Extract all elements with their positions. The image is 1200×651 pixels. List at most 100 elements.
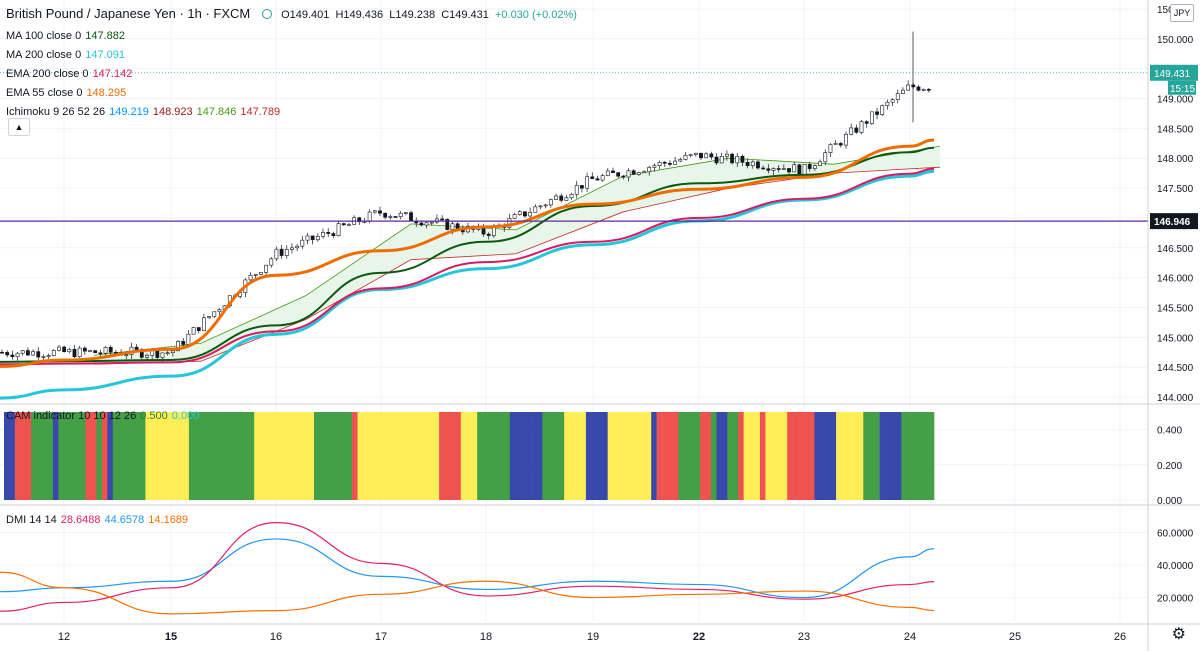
cam-bar <box>47 412 54 500</box>
candle-body <box>72 349 77 358</box>
candle-body <box>217 309 222 313</box>
cam-bar <box>265 412 271 500</box>
cam-bar <box>80 412 86 500</box>
candle-body <box>486 233 491 236</box>
cam-bar <box>156 412 163 500</box>
candle-body <box>165 352 170 355</box>
cam-bar <box>14 412 21 500</box>
cam-bar <box>9 412 16 500</box>
candle-body <box>678 159 683 162</box>
time-axis-label: 15 <box>165 631 177 643</box>
candle-body <box>372 210 377 213</box>
moving-average-lines <box>0 72 1148 400</box>
cam-bar <box>651 412 657 500</box>
candle-body <box>719 155 724 164</box>
candle-body <box>326 232 331 234</box>
cam-bar <box>711 412 717 500</box>
price-axis-label: 148.000 <box>1157 154 1194 165</box>
cam-bar <box>602 412 608 500</box>
candle-body <box>181 341 186 345</box>
candle-body <box>212 311 217 317</box>
legend-row[interactable]: EMA 200 close 0 147.142 <box>6 68 136 80</box>
cam-bar <box>694 412 701 500</box>
cam-bar <box>515 412 521 500</box>
cam-bar <box>390 412 396 500</box>
cam-bar <box>85 412 92 500</box>
candle-body <box>186 333 191 345</box>
candle-body <box>274 248 279 260</box>
cam-bar <box>596 412 603 500</box>
candle-body <box>383 212 388 218</box>
candle-body <box>600 175 605 181</box>
cam-bar <box>314 412 320 500</box>
candle-body <box>921 89 926 91</box>
legend-value: 28.6488 <box>60 514 101 526</box>
cam-bar <box>895 412 902 500</box>
legend-label: MA 200 close 0 <box>6 49 82 61</box>
cam-bar <box>526 412 532 500</box>
candle-body <box>253 273 258 276</box>
candle-body <box>409 212 413 222</box>
candle-body <box>98 352 103 355</box>
legend-row[interactable]: MA 100 close 0 147.882 <box>6 30 129 42</box>
cam-bar <box>547 412 554 500</box>
price-axis-label: 147.500 <box>1157 184 1194 195</box>
candle-body <box>124 354 129 357</box>
symbol-title[interactable]: British Pound / Japanese Yen · 1h · FXCM <box>6 6 251 21</box>
legend-value: 149.219 <box>109 106 149 118</box>
cam-bar <box>770 412 777 500</box>
price-axis-label: 146.000 <box>1157 274 1194 285</box>
candle-body <box>207 316 212 319</box>
candle-body <box>114 351 118 354</box>
candle-body <box>279 248 284 256</box>
cam-bar <box>759 412 766 500</box>
legend-label: MA 100 close 0 <box>6 30 82 42</box>
candle-body <box>574 185 579 195</box>
cam-bar <box>624 412 630 500</box>
cam-bar <box>585 412 592 500</box>
candle-body <box>901 89 905 94</box>
cam-bar <box>912 412 918 500</box>
cam-bar <box>787 412 793 500</box>
candle-body <box>264 264 268 273</box>
legend-row[interactable]: MA 200 close 0 147.091 <box>6 49 129 61</box>
legend-value: 147.882 <box>85 30 125 42</box>
candle-body <box>290 247 294 250</box>
cam-bar <box>776 412 783 500</box>
candle-body <box>781 168 786 170</box>
currency-badge[interactable]: JPY <box>1170 4 1194 22</box>
collapse-legend-button[interactable]: ▲ <box>8 118 30 136</box>
candle-body <box>771 168 776 171</box>
cam-bar <box>868 412 875 500</box>
cam-bar <box>352 412 358 500</box>
cam-bar <box>667 412 674 500</box>
candle-body <box>906 84 911 91</box>
dmi-axis-label: 40.0000 <box>1157 561 1194 572</box>
ohlc-high: H149.436 <box>335 9 384 21</box>
candle-body <box>621 175 626 178</box>
cam-bar <box>846 412 853 500</box>
cam-bar <box>656 412 663 500</box>
legend-row[interactable]: Ichimoku 9 26 52 26 149.219 148.923 147.846… <box>6 106 284 118</box>
candle-body <box>305 235 310 241</box>
time-axis-label: 17 <box>375 631 387 643</box>
cam-bar <box>74 412 81 500</box>
cam-bar <box>248 412 255 500</box>
candle-body <box>315 236 320 241</box>
candle-body <box>554 195 558 200</box>
candle-body <box>818 161 822 166</box>
cam-bar <box>139 412 146 500</box>
cam-bar <box>308 412 315 500</box>
cam-bar <box>798 412 804 500</box>
candle-body <box>813 165 817 169</box>
candle-body <box>688 154 693 156</box>
legend-row[interactable]: EMA 55 close 0 148.295 <box>6 87 130 99</box>
cam-bar <box>36 412 43 500</box>
cam-bar <box>852 412 859 500</box>
cam-bar <box>700 412 706 500</box>
gear-icon[interactable]: ⚙ <box>1171 626 1186 643</box>
cam-bar <box>172 412 179 500</box>
cam-bar <box>205 412 211 500</box>
